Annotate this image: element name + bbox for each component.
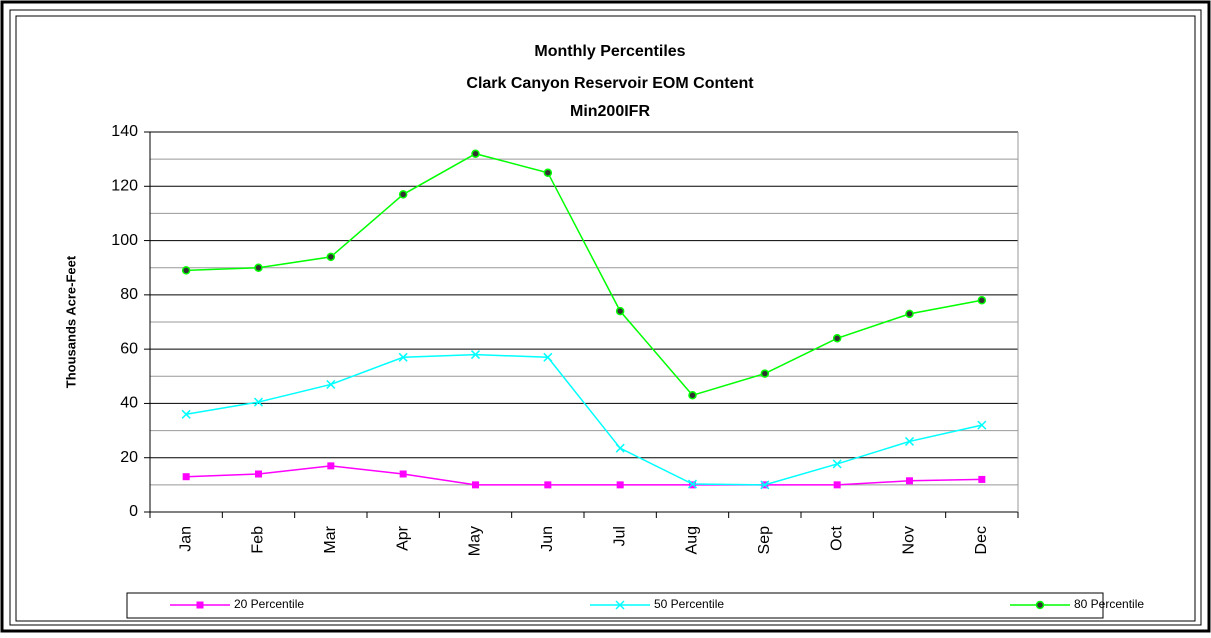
data-point bbox=[687, 479, 698, 489]
data-point bbox=[398, 352, 408, 362]
y-tick-label: 80 bbox=[120, 286, 138, 303]
chart-title: Clark Canyon Reservoir EOM Content bbox=[466, 75, 754, 92]
data-point bbox=[543, 168, 553, 177]
data-point bbox=[326, 379, 336, 389]
data-point bbox=[254, 263, 263, 272]
x-tick-label: Feb bbox=[250, 526, 267, 554]
data-point bbox=[616, 481, 624, 489]
x-tick-label: Mar bbox=[322, 525, 339, 553]
y-tick-label: 60 bbox=[120, 340, 138, 357]
x-tick-label: Apr bbox=[394, 525, 411, 551]
series-line bbox=[186, 465, 982, 486]
data-point bbox=[833, 481, 841, 489]
data-point bbox=[544, 481, 552, 489]
data-point bbox=[832, 334, 842, 343]
y-tick-label: 100 bbox=[111, 232, 138, 249]
x-tick-label: Jun bbox=[539, 526, 556, 552]
y-tick-label: 40 bbox=[120, 395, 138, 412]
data-point bbox=[471, 149, 480, 158]
legend-label: 20 Percentile bbox=[234, 597, 304, 611]
data-point bbox=[688, 391, 697, 400]
data-point bbox=[182, 473, 190, 481]
legend-marker bbox=[1035, 600, 1045, 610]
y-tick-label: 120 bbox=[111, 178, 138, 195]
x-tick-label: Sep bbox=[756, 526, 773, 555]
x-tick-label: Nov bbox=[901, 526, 918, 554]
data-point bbox=[327, 462, 335, 470]
y-tick-label: 0 bbox=[129, 503, 138, 520]
chart-title: Monthly Percentiles bbox=[534, 43, 685, 60]
data-point bbox=[977, 420, 987, 430]
x-tick-label: Jul bbox=[611, 526, 628, 546]
data-point bbox=[760, 480, 770, 490]
x-tick-label: Jan bbox=[177, 526, 194, 552]
y-tick-label: 140 bbox=[111, 123, 138, 140]
x-tick-label: Oct bbox=[828, 525, 845, 550]
data-point bbox=[398, 190, 408, 199]
data-point bbox=[904, 436, 915, 446]
data-point bbox=[832, 459, 842, 469]
chart-title: Min200IFR bbox=[570, 103, 650, 120]
data-point bbox=[181, 409, 191, 419]
legend-label: 50 Percentile bbox=[654, 597, 724, 611]
data-point bbox=[543, 352, 553, 362]
y-axis-label: Thousands Acre-Feet bbox=[63, 255, 78, 388]
data-point bbox=[977, 296, 987, 305]
data-point bbox=[326, 252, 336, 262]
data-point bbox=[978, 475, 986, 483]
data-point bbox=[253, 397, 264, 407]
data-point bbox=[255, 470, 262, 478]
data-point bbox=[905, 309, 914, 319]
chart-frame bbox=[15, 15, 1196, 622]
series-line bbox=[186, 152, 982, 397]
legend-marker bbox=[196, 601, 204, 609]
legend-marker bbox=[615, 600, 625, 610]
x-tick-label: May bbox=[467, 526, 484, 556]
data-point bbox=[615, 443, 625, 453]
x-tick-label: Dec bbox=[973, 526, 990, 554]
data-point bbox=[181, 266, 191, 275]
inner-frame bbox=[9, 9, 1202, 626]
data-point bbox=[615, 306, 625, 316]
data-point bbox=[472, 481, 479, 489]
y-tick-label: 20 bbox=[120, 449, 138, 466]
data-point bbox=[906, 477, 913, 485]
data-point bbox=[470, 350, 481, 360]
series-line bbox=[186, 353, 982, 486]
data-point bbox=[760, 369, 770, 378]
legend-label: 80 Percentile bbox=[1074, 597, 1144, 611]
x-tick-label: Aug bbox=[684, 526, 701, 554]
data-point bbox=[399, 470, 407, 478]
